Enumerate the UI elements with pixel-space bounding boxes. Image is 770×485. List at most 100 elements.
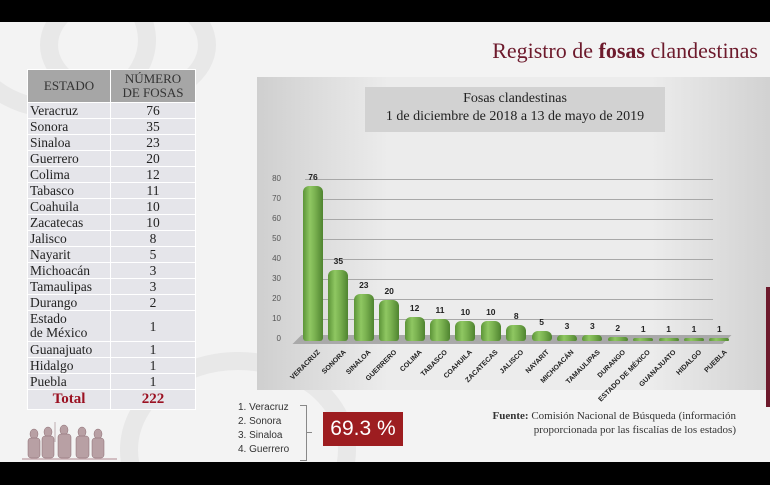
chart-subtitle: 1 de diciembre de 2018 a 13 de mayo de 2… [385,109,645,124]
estado-cell: Estado de México [27,310,111,342]
total-label: Total [27,389,111,410]
slide-title: Registro de fosas clandestinas [492,38,758,64]
bar-chart: 0 10 20 30 40 50 60 70 80 76 VERACRUZ 35 SONORA 23 SIN… [257,77,770,403]
bar-value-label: 3 [564,320,570,331]
table-row: Tabasco 11 [27,182,196,199]
bar-value-label: 1 [640,324,646,334]
bar-value-label: 23 [359,280,369,291]
bar-value-label: 5 [539,316,544,327]
source-label: Fuente: [492,410,529,422]
bar-value-label: 8 [513,310,519,321]
column-header-estado: ESTADO [27,69,111,103]
bar-sinaloa [353,294,374,341]
y-tick-label: 80 [272,174,281,183]
estado-cell: Michoacán [27,262,111,279]
numero-cell: 20 [110,150,196,167]
bar-value-label: 1 [717,324,722,334]
numero-cell: 76 [110,102,196,119]
estado-cell: Jalisco [27,230,111,247]
source-line-2: proporcionada por las fiscalías de los e… [533,424,736,436]
bar-value-label: 1 [666,324,671,334]
numero-cell: 1 [110,310,196,342]
table-row: Veracruz 76 [27,102,196,119]
table-row: Tamaulipas 3 [27,278,196,295]
source-note: Fuente: Comisión Nacional de Búsqueda (i… [493,409,736,437]
total-row: Total 222 [27,389,196,410]
bar-value-label: 2 [615,322,621,333]
grid-line [305,279,713,280]
column-header-numero: NÚMERO DE FOSAS [110,69,196,103]
chart-title: Fosas clandestinas [463,91,567,106]
chart-title-box: Fosas clandestinas 1 de diciembre de 201… [365,87,665,132]
estado-cell: Tamaulipas [27,278,111,295]
numero-cell: 3 [110,278,196,295]
table-row: Guanajuato 1 [27,341,196,358]
bar-value-label: 12 [409,302,420,313]
table-row: Puebla 1 [27,373,196,390]
numero-cell: 23 [110,134,196,151]
bar-value-label: 35 [333,255,344,266]
bar-value-label: 11 [435,304,445,315]
numero-cell: 1 [110,373,196,390]
estado-cell: Veracruz [27,102,111,119]
numero-cell: 12 [110,166,196,183]
bar-value-label: 76 [308,171,318,182]
source-line-1: Comisión Nacional de Búsqueda (informaci… [528,410,736,422]
top-state-item: 3. Sinaloa [238,430,283,441]
grid-line [305,239,713,240]
estado-cell: Guerrero [27,150,111,167]
x-tick-label: PUEBLA [703,349,729,375]
grid-line [305,299,713,300]
bar-michoacán [557,334,577,341]
table-row: Sonora 35 [27,118,196,135]
y-tick-label: 20 [272,294,281,303]
x-tick-label: COLIMA [399,349,424,374]
x-tick-label: HIDALGO [675,349,703,377]
bar-sonora [328,269,349,341]
bar-value-label: 1 [691,324,697,334]
y-tick-label: 70 [272,194,281,203]
bar-estado-de-méxico [633,338,654,341]
estado-cell: Nayarit [27,246,111,263]
bar-guanajuato [658,338,679,341]
table-row: Sinaloa 23 [27,134,196,151]
bar-value-label: 10 [460,306,471,317]
bar-zacatecas [480,320,501,341]
slide: Registro de fosas clandestinas ESTADO NÚ… [0,22,770,462]
bar-nayarit [531,330,552,341]
bar-value-label: 3 [590,320,595,331]
table-row: Hidalgo 1 [27,357,196,374]
bracket-icon [300,405,312,461]
grid-line [305,199,713,200]
estado-cell: Durango [27,294,111,311]
bar-jalisco [506,324,527,341]
title-text: Registro de [492,38,599,63]
bar-value-label: 20 [384,286,394,297]
bar-hidalgo [684,338,704,341]
top-state-item: 4. Guerrero [238,444,290,455]
bar-tabasco [430,318,450,341]
grid-line [305,319,713,320]
top-state-item: 1. Veracruz [238,402,289,413]
numero-cell: 1 [110,357,196,374]
numero-cell: 5 [110,246,196,263]
table-row: Zacatecas 10 [27,214,196,231]
percentage-badge: 69.3 % [323,412,403,446]
y-tick-label: 0 [276,334,281,343]
table-row: Durango 2 [27,294,196,311]
table-row: Michoacán 3 [27,262,196,279]
x-tick-label: SONORA [320,349,348,376]
numero-cell: 8 [110,230,196,247]
x-tick-label: JALISCO [498,349,526,376]
national-heroes-emblem-icon [22,422,117,460]
y-tick-label: 30 [272,274,281,283]
bar-durango [607,336,628,341]
grid-line [305,179,713,180]
numero-cell: 2 [110,294,196,311]
states-table: ESTADO NÚMERO DE FOSAS Veracruz 76 Sonora 3… [27,69,196,410]
table-row: Coahuila 10 [27,198,196,215]
top-state-item: 2. Sonora [238,416,282,427]
numero-cell: 1 [110,341,196,358]
estado-cell: Guanajuato [27,341,111,358]
x-tick-label: VERACRUZ [289,349,322,382]
